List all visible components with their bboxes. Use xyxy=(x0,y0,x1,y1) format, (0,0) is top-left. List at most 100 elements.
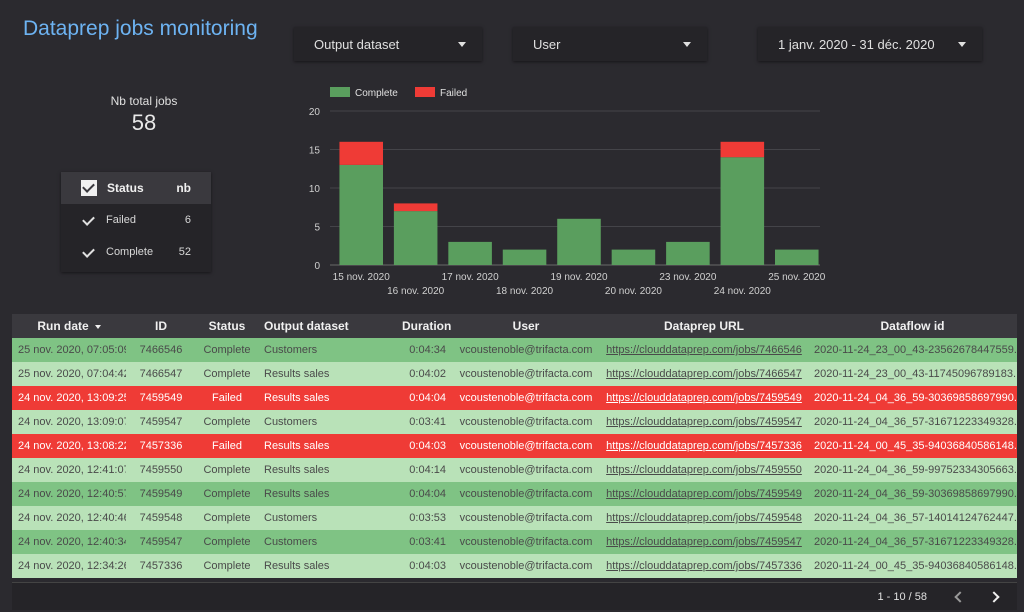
y-tick-label: 0 xyxy=(314,261,320,272)
chevron-left-icon xyxy=(954,590,966,603)
chevron-right-icon xyxy=(988,590,1000,603)
cell-dataprep-url: https://clouddataprep.com/jobs/7466546 xyxy=(600,338,808,362)
cell-output-dataset: Customers xyxy=(258,506,396,530)
table-row[interactable]: 24 nov. 2020, 13:09:25 7459549 Failed Resul… xyxy=(12,386,1017,410)
table-row[interactable]: 24 nov. 2020, 12:34:26 7457336 Complete Res… xyxy=(12,554,1017,578)
cell-run-date: 24 nov. 2020, 12:40:46 xyxy=(12,506,126,530)
cell-run-date: 24 nov. 2020, 13:08:22 xyxy=(12,434,126,458)
legend-label: Complete xyxy=(355,88,398,99)
cell-dataflow-id: 2020-11-24_04_36_57-31671223349328... xyxy=(808,530,1017,554)
caret-down-icon xyxy=(683,41,691,47)
cell-output-dataset: Customers xyxy=(258,410,396,434)
col-dataprep-url[interactable]: Dataprep URL xyxy=(600,314,808,338)
table-row[interactable]: 25 nov. 2020, 07:05:09 7466546 Complete Cus… xyxy=(12,338,1017,362)
cell-output-dataset: Results sales xyxy=(258,482,396,506)
sort-desc-icon[interactable] xyxy=(94,324,101,329)
cell-status: Complete xyxy=(196,338,258,362)
next-page-button[interactable] xyxy=(981,586,1007,608)
cell-status: Complete xyxy=(196,458,258,482)
caret-down-icon xyxy=(458,41,466,47)
col-run-date[interactable]: Run date xyxy=(12,314,126,338)
col-dataflow-id[interactable]: Dataflow id xyxy=(808,314,1017,338)
cell-id: 7466547 xyxy=(126,362,196,386)
checkbox-checked-icon[interactable] xyxy=(81,180,97,196)
bar-failed xyxy=(720,141,765,158)
cell-id: 7459547 xyxy=(126,410,196,434)
prev-page-button[interactable] xyxy=(947,586,973,608)
dataprep-url-link[interactable]: https://clouddataprep.com/jobs/7466546 xyxy=(606,344,802,356)
col-status[interactable]: Status xyxy=(196,314,258,338)
cell-output-dataset: Results sales xyxy=(258,362,396,386)
kpi-total-jobs: Nb total jobs 58 xyxy=(84,94,204,136)
table-row[interactable]: 24 nov. 2020, 12:40:34 7459547 Complete Cus… xyxy=(12,530,1017,554)
cell-dataflow-id: 2020-11-24_23_00_43-11745096789183... xyxy=(808,362,1017,386)
col-id[interactable]: ID xyxy=(126,314,196,338)
cell-duration: 0:04:34 xyxy=(396,338,452,362)
date-range-filter[interactable]: 1 janv. 2020 - 31 déc. 2020 xyxy=(758,27,982,61)
cell-duration: 0:04:04 xyxy=(396,482,452,506)
cell-user: vcoustenoble@trifacta.com xyxy=(452,386,600,410)
cell-duration: 0:03:53 xyxy=(396,506,452,530)
cell-dataflow-id: 2020-11-24_00_45_35-94036840586148... xyxy=(808,554,1017,578)
status-header-label: Status xyxy=(107,181,144,195)
cell-user: vcoustenoble@trifacta.com xyxy=(452,458,600,482)
status-row-complete[interactable]: Complete 52 xyxy=(61,236,211,268)
output-dataset-filter[interactable]: Output dataset xyxy=(294,27,482,61)
bar-complete xyxy=(339,164,383,265)
table-row[interactable]: 24 nov. 2020, 13:08:22 7457336 Failed Resul… xyxy=(12,434,1017,458)
dataprep-url-link[interactable]: https://clouddataprep.com/jobs/7459547 xyxy=(606,416,802,428)
dataprep-url-link[interactable]: https://clouddataprep.com/jobs/7459547 xyxy=(606,536,802,548)
dataprep-url-link[interactable]: https://clouddataprep.com/jobs/7457336 xyxy=(606,560,802,572)
table-row[interactable]: 25 nov. 2020, 07:04:42 7466547 Complete Res… xyxy=(12,362,1017,386)
dataprep-url-link[interactable]: https://clouddataprep.com/jobs/7466547 xyxy=(606,368,802,380)
cell-dataprep-url: https://clouddataprep.com/jobs/7466547 xyxy=(600,362,808,386)
user-filter-label: User xyxy=(533,36,561,52)
status-table-header[interactable]: Status nb xyxy=(61,172,211,204)
legend-label: Failed xyxy=(440,88,467,99)
dataprep-url-link[interactable]: https://clouddataprep.com/jobs/7459550 xyxy=(606,464,802,476)
bar-failed xyxy=(393,203,438,212)
legend-swatch xyxy=(330,87,350,97)
table-row[interactable]: 24 nov. 2020, 12:41:07 7459550 Complete Res… xyxy=(12,458,1017,482)
cell-user: vcoustenoble@trifacta.com xyxy=(452,482,600,506)
col-duration[interactable]: Duration xyxy=(396,314,452,338)
dataprep-url-link[interactable]: https://clouddataprep.com/jobs/7459549 xyxy=(606,488,802,500)
y-tick-label: 20 xyxy=(309,107,321,118)
pagination-bar: 1 - 10 / 58 xyxy=(12,582,1017,610)
cell-id: 7459549 xyxy=(126,482,196,506)
cell-dataprep-url: https://clouddataprep.com/jobs/7459550 xyxy=(600,458,808,482)
cell-duration: 0:03:41 xyxy=(396,410,452,434)
cell-user: vcoustenoble@trifacta.com xyxy=(452,434,600,458)
checkbox-checked-icon[interactable] xyxy=(81,213,96,228)
table-row[interactable]: 24 nov. 2020, 12:40:46 7459548 Complete Cus… xyxy=(12,506,1017,530)
bar-complete xyxy=(666,241,710,265)
kpi-label: Nb total jobs xyxy=(110,94,178,108)
cell-user: vcoustenoble@trifacta.com xyxy=(452,410,600,434)
cell-run-date: 24 nov. 2020, 13:09:07 xyxy=(12,410,126,434)
dataprep-url-link[interactable]: https://clouddataprep.com/jobs/7457336 xyxy=(606,440,802,452)
table-row[interactable]: 24 nov. 2020, 13:09:07 7459547 Complete Cus… xyxy=(12,410,1017,434)
cell-status: Complete xyxy=(196,362,258,386)
status-row-failed[interactable]: Failed 6 xyxy=(61,204,211,236)
cell-dataprep-url: https://clouddataprep.com/jobs/7457336 xyxy=(600,554,808,578)
table-row[interactable]: 24 nov. 2020, 12:40:57 7459549 Complete Res… xyxy=(12,482,1017,506)
jobs-per-day-chart: Complete Failed 0 5 10 15 20 15 nov. 2020 16 nov… xyxy=(309,87,826,297)
x-tick-label: 20 nov. 2020 xyxy=(605,286,663,297)
checkbox-checked-icon[interactable] xyxy=(81,245,96,260)
cell-dataprep-url: https://clouddataprep.com/jobs/7459549 xyxy=(600,482,808,506)
cell-status: Complete xyxy=(196,506,258,530)
x-tick-label: 15 nov. 2020 xyxy=(333,272,391,283)
cell-dataprep-url: https://clouddataprep.com/jobs/7459548 xyxy=(600,506,808,530)
y-tick-label: 15 xyxy=(309,146,321,157)
col-output-dataset[interactable]: Output dataset xyxy=(258,314,396,338)
y-tick-label: 5 xyxy=(314,223,320,234)
dataprep-url-link[interactable]: https://clouddataprep.com/jobs/7459549 xyxy=(606,392,802,404)
col-user[interactable]: User xyxy=(452,314,600,338)
status-count: 52 xyxy=(178,246,191,258)
dataprep-url-link[interactable]: https://clouddataprep.com/jobs/7459548 xyxy=(606,512,802,524)
cell-user: vcoustenoble@trifacta.com xyxy=(452,362,600,386)
cell-user: vcoustenoble@trifacta.com xyxy=(452,338,600,362)
cell-dataprep-url: https://clouddataprep.com/jobs/7457336 xyxy=(600,434,808,458)
x-tick-label: 19 nov. 2020 xyxy=(550,272,608,283)
user-filter[interactable]: User xyxy=(513,27,707,61)
